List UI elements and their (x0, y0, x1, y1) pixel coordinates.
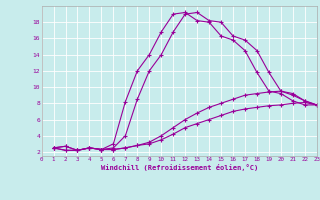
X-axis label: Windchill (Refroidissement éolien,°C): Windchill (Refroidissement éolien,°C) (100, 164, 258, 171)
